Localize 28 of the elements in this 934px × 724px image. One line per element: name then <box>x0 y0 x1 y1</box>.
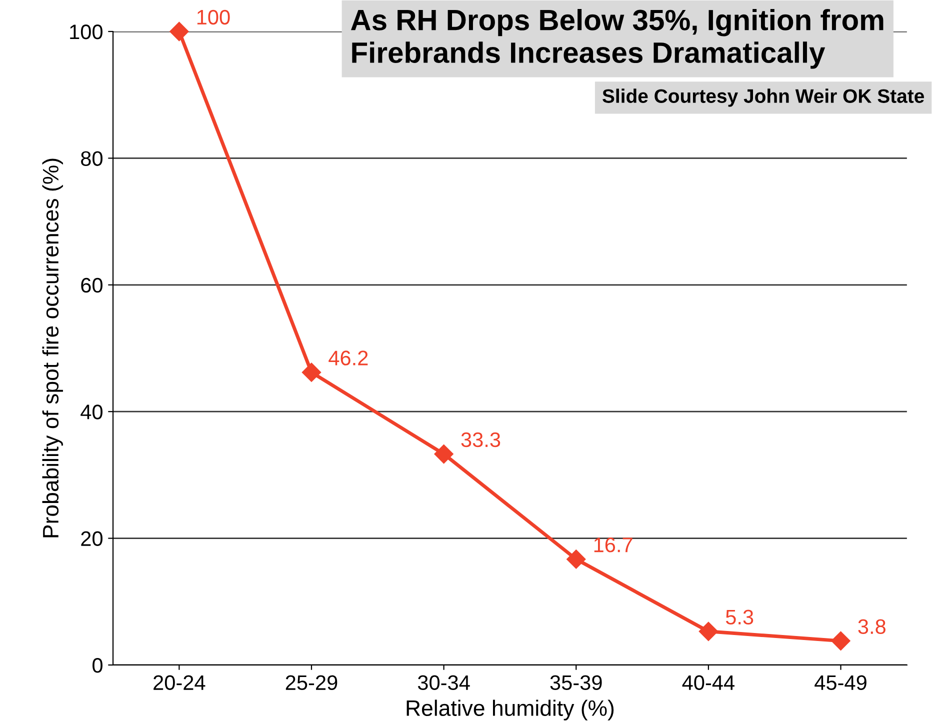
y-tick-label: 100 <box>70 24 102 40</box>
point <box>698 622 718 641</box>
x-tick-label: 45-49 <box>814 675 866 690</box>
x-tick-label: 35-39 <box>550 675 602 690</box>
y-tick-label: 80 <box>81 151 102 166</box>
point <box>170 22 189 42</box>
data-label: 46.2 <box>328 350 368 366</box>
point <box>566 550 586 569</box>
point <box>302 362 322 382</box>
data-label: 16.7 <box>594 538 632 552</box>
data-label: 5.3 <box>726 610 754 625</box>
point <box>434 444 454 464</box>
data-label: 33.3 <box>461 432 500 448</box>
annotation: Slide Courtesy John Weir OK State <box>602 88 924 107</box>
data-label: 3.8 <box>858 619 886 634</box>
y-tick-label: 60 <box>81 278 102 293</box>
x-axis-title: Relative humidity (%) <box>406 700 614 720</box>
y-tick-label: 40 <box>80 404 102 420</box>
data-label: 100 <box>197 10 230 25</box>
x-tick-label: 40-44 <box>682 675 734 690</box>
x-tick-label: 20-24 <box>154 675 206 690</box>
y-tick-label: 0 <box>92 658 102 673</box>
x-tick-label: 25-29 <box>286 675 338 690</box>
y-tick-label: 20 <box>81 531 102 546</box>
y-axis-title: Probability of spot fire occurrences (%) <box>42 158 63 538</box>
point <box>831 631 850 650</box>
chart-title: As RH Drops Below 35%, Ignition from Firebrands Increases Dramatically <box>350 8 884 69</box>
x-tick-label: 30-34 <box>418 675 470 690</box>
